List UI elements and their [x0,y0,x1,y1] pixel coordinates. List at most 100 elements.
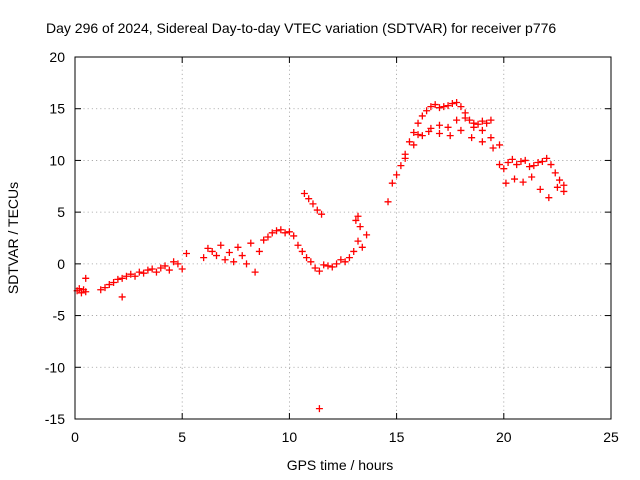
grid [75,57,611,419]
data-point [300,190,308,198]
axis-ticks: 0 5 10 15 20 25 -15 -10 -5 0 5 10 15 20 [45,49,619,445]
data-point [341,258,349,266]
data-point [324,262,332,270]
data-point [553,183,561,191]
data-point [135,268,143,276]
data-point [307,258,315,266]
data-point [318,210,326,218]
y-tick-label: 0 [57,256,65,272]
y-tick-label: -15 [45,411,65,427]
data-point [457,103,465,111]
y-axis-label: SDTVAR / TECUs [5,182,21,294]
data-point [294,241,302,249]
chart-title: Day 296 of 2024, Sidereal Day-to-day VTE… [46,20,556,36]
data-point [157,264,165,272]
data-point [354,212,362,220]
data-point [140,269,148,277]
data-point [530,162,538,170]
data-point [277,226,285,234]
data-point [427,103,435,111]
data-point [496,161,504,169]
data-point [152,268,160,276]
data-point [487,116,495,124]
data-point [328,263,336,271]
data-point [352,216,360,224]
data-point [418,132,426,140]
data-point [298,247,306,255]
data-point [543,154,551,162]
data-point [251,268,259,276]
x-tick-label: 25 [603,429,619,445]
data-point [315,405,323,413]
data-point [526,163,534,171]
data-point [397,162,405,170]
data-point [264,233,272,241]
data-point [511,175,519,183]
y-tick-label: -5 [53,308,66,324]
y-tick-label: 20 [49,49,65,65]
data-point [105,281,113,289]
data-point [401,154,409,162]
data-point [446,132,454,140]
data-point [174,260,182,268]
data-point [496,141,504,149]
data-point [534,158,542,166]
y-tick-label: 10 [49,152,65,168]
data-point [519,178,527,186]
data-point [82,288,90,296]
data-point [423,107,431,115]
data-point [281,229,289,237]
data-point [517,157,525,165]
data-point [545,194,553,202]
data-point [303,254,311,262]
data-point [470,119,478,127]
x-tick-label: 0 [71,429,79,445]
data-point [260,236,268,244]
data-point [311,264,319,272]
data-point [200,254,208,262]
x-tick-label: 5 [178,429,186,445]
data-point [131,272,139,280]
data-point [238,252,246,260]
data-point [122,272,130,280]
data-point [208,247,216,255]
data-point [110,278,118,286]
data-point [487,134,495,142]
data-point [474,120,482,128]
data-point [410,129,418,137]
data-point [414,131,422,139]
data-point [161,262,169,270]
data-point [508,155,516,163]
data-point [148,265,156,273]
data-point [414,119,422,127]
y-tick-label: 5 [57,204,65,220]
data-point [418,112,426,120]
data-point [97,286,105,294]
data-point [213,252,221,260]
data-point [489,144,497,152]
data-point [425,127,433,135]
data-point [431,101,439,109]
data-point [309,200,317,208]
data-point [101,284,109,292]
data-point [118,274,126,282]
data-point [114,275,122,283]
data-point [345,254,353,262]
x-tick-label: 20 [496,429,512,445]
data-point [273,227,281,235]
data-point [350,247,358,255]
data-point [556,176,564,184]
data-point [393,171,401,179]
data-point [221,256,229,264]
data-point [504,158,512,166]
data-point [444,102,452,110]
data-points [73,99,568,413]
x-axis-label: GPS time / hours [287,457,394,473]
data-point [337,256,345,264]
data-point [500,165,508,173]
data-point [435,130,443,138]
data-point [560,187,568,195]
data-point [82,274,90,282]
data-point [255,247,263,255]
